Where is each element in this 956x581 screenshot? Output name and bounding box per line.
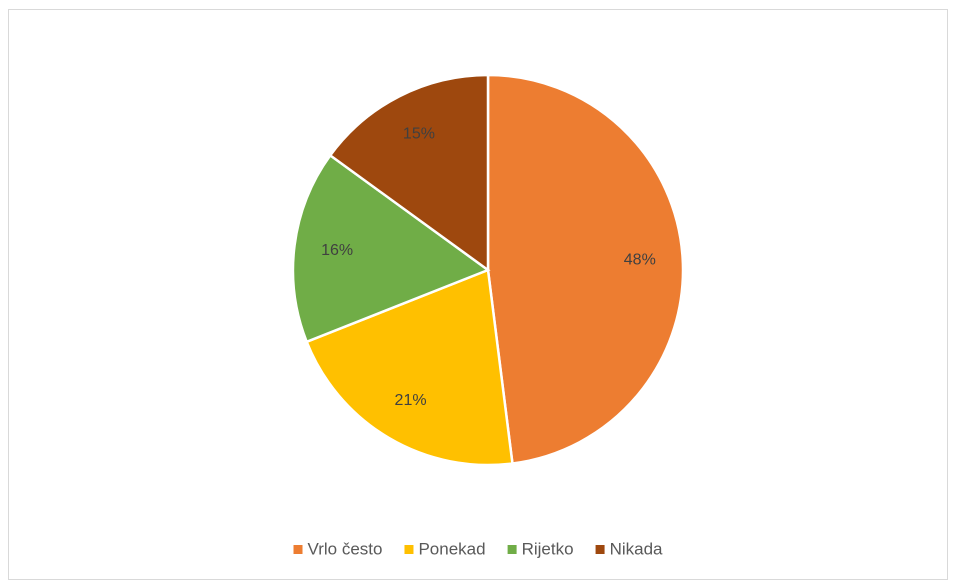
pie-slice <box>486 73 685 465</box>
legend-swatch <box>507 545 517 554</box>
legend-swatch <box>595 545 605 554</box>
legend-label: Ponekad <box>418 539 485 558</box>
pie-slice <box>328 73 490 273</box>
legend-label: Nikada <box>610 539 663 558</box>
data-label: 48% <box>624 252 656 269</box>
legend-swatch <box>404 545 414 554</box>
data-label: 21% <box>395 392 427 409</box>
pie-slice <box>291 153 491 344</box>
pie-slice <box>305 268 514 467</box>
data-label: 16% <box>321 242 353 259</box>
data-label: 15% <box>403 126 435 143</box>
legend-swatch <box>293 545 303 554</box>
legend-label: Vrlo često <box>308 539 383 558</box>
legend-label: Rijetko <box>522 539 574 558</box>
